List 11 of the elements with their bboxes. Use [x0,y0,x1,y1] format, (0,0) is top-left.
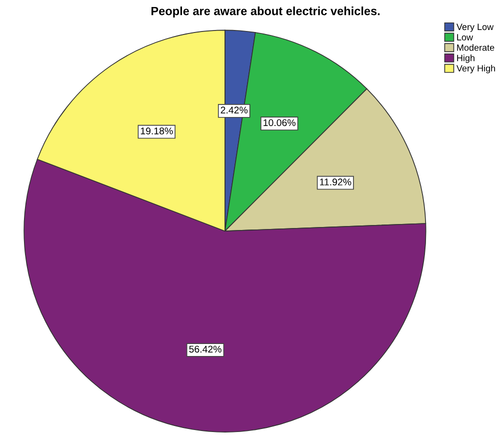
data-label: 10.06% [264,119,296,126]
data-label: 11.92% [320,178,352,186]
legend-label: Low [457,34,474,40]
data-label: 2.42% [220,106,248,114]
data-label: 19.18% [140,128,173,134]
legend-label: Very Low [456,24,494,32]
legend-label: Moderate [457,44,494,51]
legend-label: High [457,54,474,63]
data-label: 56.42% [189,346,222,353]
chart-title: People are aware about electric vehicles. [151,6,380,18]
legend-label: Very High [456,64,495,74]
